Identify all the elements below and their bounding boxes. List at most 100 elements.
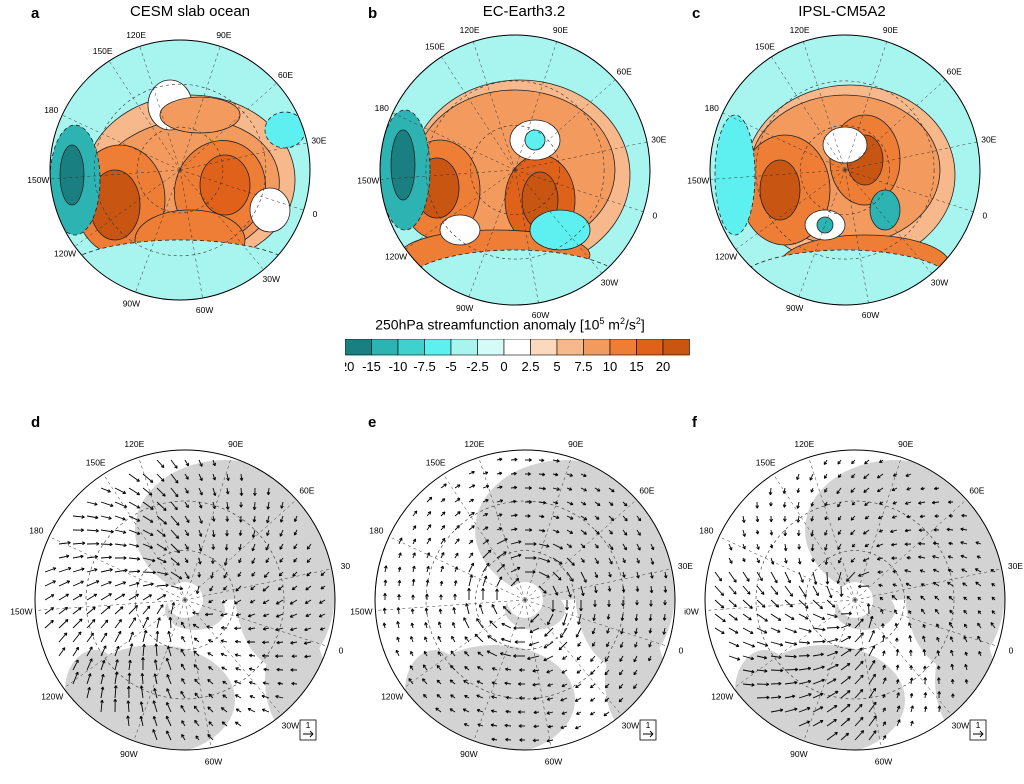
meridian-line bbox=[722, 112, 846, 171]
landmass bbox=[905, 510, 1005, 670]
flux-arrowhead bbox=[859, 716, 864, 721]
flux-arrowhead bbox=[848, 648, 852, 653]
flux-arrowhead bbox=[541, 514, 545, 519]
flux-arrow bbox=[921, 608, 926, 615]
flux-arrow bbox=[235, 667, 242, 671]
flux-arrow bbox=[896, 649, 899, 657]
flux-arrowhead bbox=[569, 473, 573, 477]
colorbar-tick-label: 15 bbox=[629, 359, 643, 374]
flux-arrow bbox=[868, 701, 877, 713]
flux-arrow bbox=[240, 473, 243, 481]
flux-arrowhead bbox=[193, 637, 198, 641]
flux-arrowhead bbox=[559, 546, 563, 550]
flux-arrowhead bbox=[484, 471, 489, 475]
flux-arrow bbox=[184, 571, 190, 579]
flux-arrowhead bbox=[810, 518, 814, 522]
flux-arrowhead bbox=[157, 617, 161, 621]
flux-arrow bbox=[603, 711, 610, 717]
flux-arrowhead bbox=[427, 524, 432, 528]
flux-arrow bbox=[552, 557, 563, 565]
flux-arrowhead bbox=[769, 532, 774, 536]
flux-arrowhead bbox=[223, 586, 227, 591]
flux-arrowhead bbox=[167, 630, 171, 635]
flux-arrowhead bbox=[135, 544, 140, 548]
landmass bbox=[235, 510, 335, 670]
flux-arrowhead bbox=[149, 479, 154, 483]
flux-arrowhead bbox=[491, 681, 496, 685]
flux-arrowhead bbox=[176, 562, 180, 566]
flux-arrowhead bbox=[729, 547, 733, 551]
flux-arrow bbox=[184, 487, 189, 494]
flux-arrowhead bbox=[426, 552, 431, 556]
flux-arrowhead bbox=[823, 461, 828, 465]
flux-arrowhead bbox=[892, 501, 896, 505]
flux-arrow bbox=[756, 697, 770, 699]
flux-arrow bbox=[605, 655, 610, 662]
flux-arrow bbox=[476, 618, 484, 629]
meridian-line bbox=[443, 474, 526, 601]
flux-arrow bbox=[184, 529, 189, 536]
flux-arrowhead bbox=[607, 588, 612, 592]
flux-arrowhead bbox=[197, 574, 202, 578]
flux-arrowhead bbox=[847, 676, 851, 680]
flux-arrowhead bbox=[485, 498, 489, 503]
flux-arrowhead bbox=[194, 692, 198, 697]
flux-arrow bbox=[468, 512, 475, 517]
flux-arrowhead bbox=[864, 460, 868, 465]
flux-arrowhead bbox=[101, 659, 106, 664]
flux-arrowhead bbox=[225, 491, 230, 495]
flux-arrow bbox=[114, 606, 124, 615]
flux-arrow bbox=[510, 578, 519, 587]
flux-arrowhead bbox=[813, 581, 818, 585]
flux-arrowhead bbox=[891, 542, 895, 547]
flux-arrowhead bbox=[922, 635, 926, 639]
flux-arrow bbox=[566, 543, 572, 548]
flux-arrowhead bbox=[248, 667, 253, 671]
flux-arrowhead bbox=[438, 608, 443, 612]
flux-arrowhead bbox=[164, 572, 168, 576]
flux-arrow bbox=[426, 524, 432, 531]
flux-arrowhead bbox=[409, 665, 414, 669]
flux-arrowhead bbox=[113, 685, 118, 689]
flux-arrow bbox=[128, 487, 140, 496]
flux-arrowhead bbox=[932, 581, 937, 586]
meridian-line bbox=[844, 79, 946, 171]
flux-arrow bbox=[812, 627, 826, 631]
flux-arrowhead bbox=[736, 657, 741, 661]
flux-arrow bbox=[86, 658, 93, 671]
flux-arrow bbox=[223, 571, 228, 579]
flux-arrow bbox=[608, 557, 613, 565]
panel-letter-e: e bbox=[368, 414, 377, 431]
flux-arrow bbox=[826, 705, 838, 713]
longitude-label: 60W bbox=[862, 310, 879, 320]
flux-arrowhead bbox=[729, 560, 733, 564]
flux-arrowhead bbox=[796, 532, 801, 537]
flux-arrowhead bbox=[633, 658, 637, 663]
flux-arrow bbox=[896, 705, 900, 713]
flux-arrow bbox=[812, 641, 826, 643]
flux-arrowhead bbox=[484, 526, 489, 530]
flux-arrowhead bbox=[78, 631, 82, 635]
flux-arrow bbox=[854, 689, 864, 699]
flux-arrowhead bbox=[876, 475, 881, 479]
flux-arrowhead bbox=[882, 650, 886, 654]
flux-arrow bbox=[86, 529, 99, 532]
flux-arrowhead bbox=[768, 491, 773, 496]
flux-arrowhead bbox=[383, 593, 387, 597]
flux-arrow bbox=[933, 569, 940, 573]
flux-arrow bbox=[476, 694, 484, 699]
flux-arrow bbox=[468, 471, 475, 475]
flux-arrowhead bbox=[882, 664, 886, 669]
longitude-label: 150E bbox=[755, 42, 775, 52]
flux-arrow bbox=[142, 630, 147, 643]
flux-arrowhead bbox=[410, 650, 414, 655]
flux-arrow bbox=[920, 595, 926, 601]
flux-arrowhead bbox=[519, 738, 523, 742]
flux-arrowhead bbox=[878, 529, 883, 533]
longitude-label: 150W bbox=[27, 175, 49, 185]
flux-arrow bbox=[650, 557, 654, 565]
flux-arrow bbox=[636, 529, 641, 536]
longitude-label: 120E bbox=[790, 25, 810, 35]
flux-arrowhead bbox=[920, 595, 924, 600]
flux-arrow bbox=[882, 677, 887, 685]
